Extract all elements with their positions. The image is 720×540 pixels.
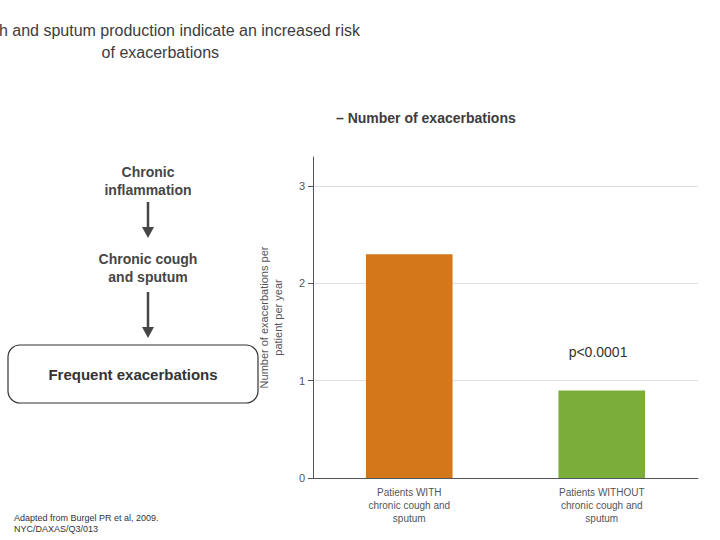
svg-text:p<0.0001: p<0.0001	[569, 344, 628, 360]
svg-text:Chronic cough: Chronic cough	[99, 251, 198, 267]
svg-text:Number of exacerbations per: Number of exacerbations per	[258, 246, 270, 388]
svg-text:Patients WITH: Patients WITH	[377, 487, 441, 498]
svg-text:2: 2	[299, 277, 305, 289]
svg-text:patient per year: patient per year	[272, 279, 284, 356]
svg-text:chronic cough and: chronic cough and	[561, 500, 643, 511]
svg-text:inflammation: inflammation	[104, 182, 191, 198]
svg-text:of exacerbations: of exacerbations	[102, 44, 219, 61]
svg-text:Frequent exacerbations: Frequent exacerbations	[48, 366, 217, 383]
svg-text:NYC/DAXAS/Q3/013: NYC/DAXAS/Q3/013	[14, 524, 98, 534]
svg-text:and sputum: and sputum	[108, 269, 187, 285]
svg-text:Adapted from Burgel PR et al,: Adapted from Burgel PR et al, 2009.	[14, 513, 159, 523]
svg-text:Cough and sputum production in: Cough and sputum production indicate an …	[0, 22, 361, 39]
svg-text:sputum: sputum	[393, 513, 426, 524]
svg-text:1: 1	[299, 375, 305, 387]
svg-text:3: 3	[299, 180, 305, 192]
svg-text:chronic cough and: chronic cough and	[368, 500, 450, 511]
svg-text:sputum: sputum	[585, 513, 618, 524]
svg-text:Chronic: Chronic	[122, 164, 175, 180]
svg-text:0: 0	[299, 472, 305, 484]
svg-text:– Number of exacerbations: – Number of exacerbations	[336, 110, 516, 126]
svg-text:Patients WITHOUT: Patients WITHOUT	[559, 487, 645, 498]
